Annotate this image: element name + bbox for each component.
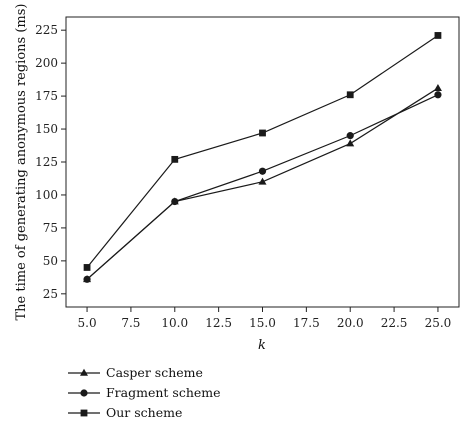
fragment-scheme-point <box>346 132 354 140</box>
x-tick-label: 15.0 <box>249 316 276 330</box>
y-tick-label: 100 <box>35 188 58 202</box>
x-tick-label: 5.0 <box>78 316 97 330</box>
legend-label-casper-scheme: Casper scheme <box>106 365 203 380</box>
legend-label-our-scheme: Our scheme <box>106 405 182 420</box>
y-axis-ticks: 25 50 75 100 125 150 175 200 225 <box>35 23 66 301</box>
fragment-scheme-point <box>258 167 267 175</box>
fragment-scheme-line <box>86 94 439 280</box>
y-tick-label: 50 <box>43 254 58 268</box>
legend-marker-our-scheme <box>80 409 88 417</box>
x-tick-label: 25.0 <box>425 316 452 330</box>
x-axis-title: k <box>258 338 266 353</box>
legend-marker-fragment-scheme <box>80 389 88 397</box>
y-tick-label: 25 <box>43 287 58 301</box>
y-tick-label: 200 <box>35 56 58 70</box>
y-tick-label: 125 <box>35 155 58 169</box>
x-tick-label: 7.5 <box>121 316 140 330</box>
legend-marker-casper-scheme <box>80 368 88 376</box>
casper-scheme-point <box>258 177 267 185</box>
y-tick-label: 175 <box>35 89 58 103</box>
our-scheme-point <box>434 32 442 39</box>
our-scheme-point <box>83 264 91 271</box>
legend-label-fragment-scheme: Fragment scheme <box>106 385 221 400</box>
legend: Casper scheme Fragment scheme Our scheme <box>68 365 221 420</box>
y-tick-label: 225 <box>35 23 58 37</box>
y-tick-label: 75 <box>43 221 58 235</box>
fragment-scheme-point <box>434 91 442 99</box>
y-axis-title: The time of generating anonymous regions… <box>14 4 29 321</box>
x-tick-label: 10.0 <box>161 316 188 330</box>
our-scheme-point <box>171 155 179 163</box>
x-tick-label: 17.5 <box>293 316 320 330</box>
y-tick-label: 150 <box>35 122 58 136</box>
casper-scheme-point <box>433 83 442 91</box>
x-tick-label: 22.5 <box>381 316 408 330</box>
our-scheme-point <box>346 91 354 99</box>
series-layer <box>83 32 442 283</box>
x-tick-label: 12.5 <box>205 316 232 330</box>
x-tick-label: 20.0 <box>337 316 364 330</box>
casper-scheme-point <box>346 139 355 147</box>
fragment-scheme-point <box>83 275 91 283</box>
x-axis-ticks: 5.0 7.5 10.0 12.5 15.0 17.5 20.0 22.5 25.0 <box>78 307 452 330</box>
our-scheme-point <box>259 129 266 137</box>
fragment-scheme-point <box>171 197 179 206</box>
